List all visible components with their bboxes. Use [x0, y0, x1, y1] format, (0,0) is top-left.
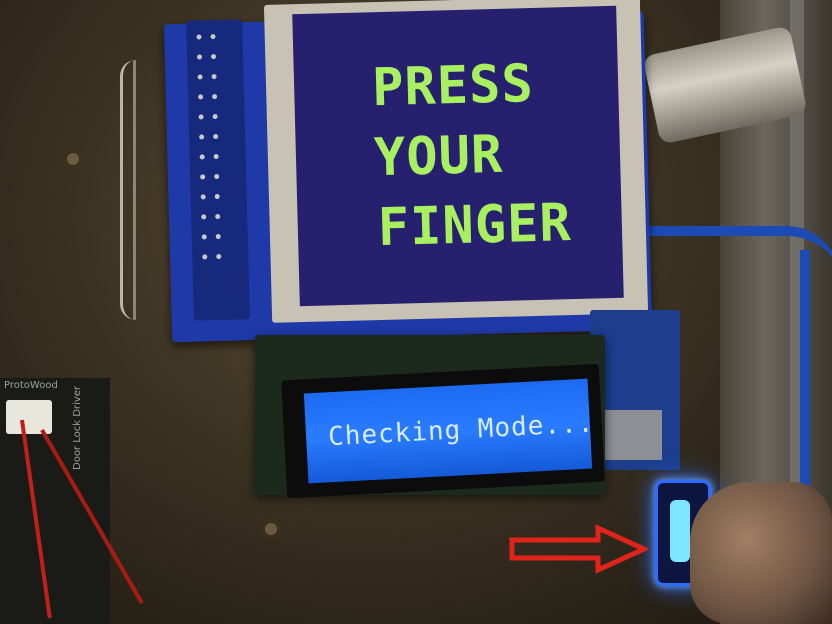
lcd-screen: Checking Mode... [303, 378, 596, 484]
tft-screen: PRESS YOUR FINGER [292, 5, 624, 307]
finger [690, 482, 832, 624]
usb-cable-lower [800, 250, 810, 580]
tft-line-3: FINGER [377, 193, 573, 259]
sensor-glow [670, 500, 690, 562]
sd-card [602, 410, 662, 460]
relay-label-top: ProtoWood [4, 380, 58, 391]
tft-line-1: PRESS [371, 54, 535, 119]
arrow-right-icon [509, 524, 648, 574]
mounting-screw [262, 520, 280, 538]
ribbon-cable [120, 60, 136, 320]
mounting-screw [64, 150, 82, 168]
usb-cable [640, 226, 832, 280]
pin-header [186, 19, 250, 321]
relay-connector [6, 400, 52, 434]
tft-line-2: YOUR [373, 124, 505, 189]
relay-label-side: Door Lock Driver [72, 386, 83, 470]
lcd-status-text: Checking Mode... [327, 408, 596, 453]
